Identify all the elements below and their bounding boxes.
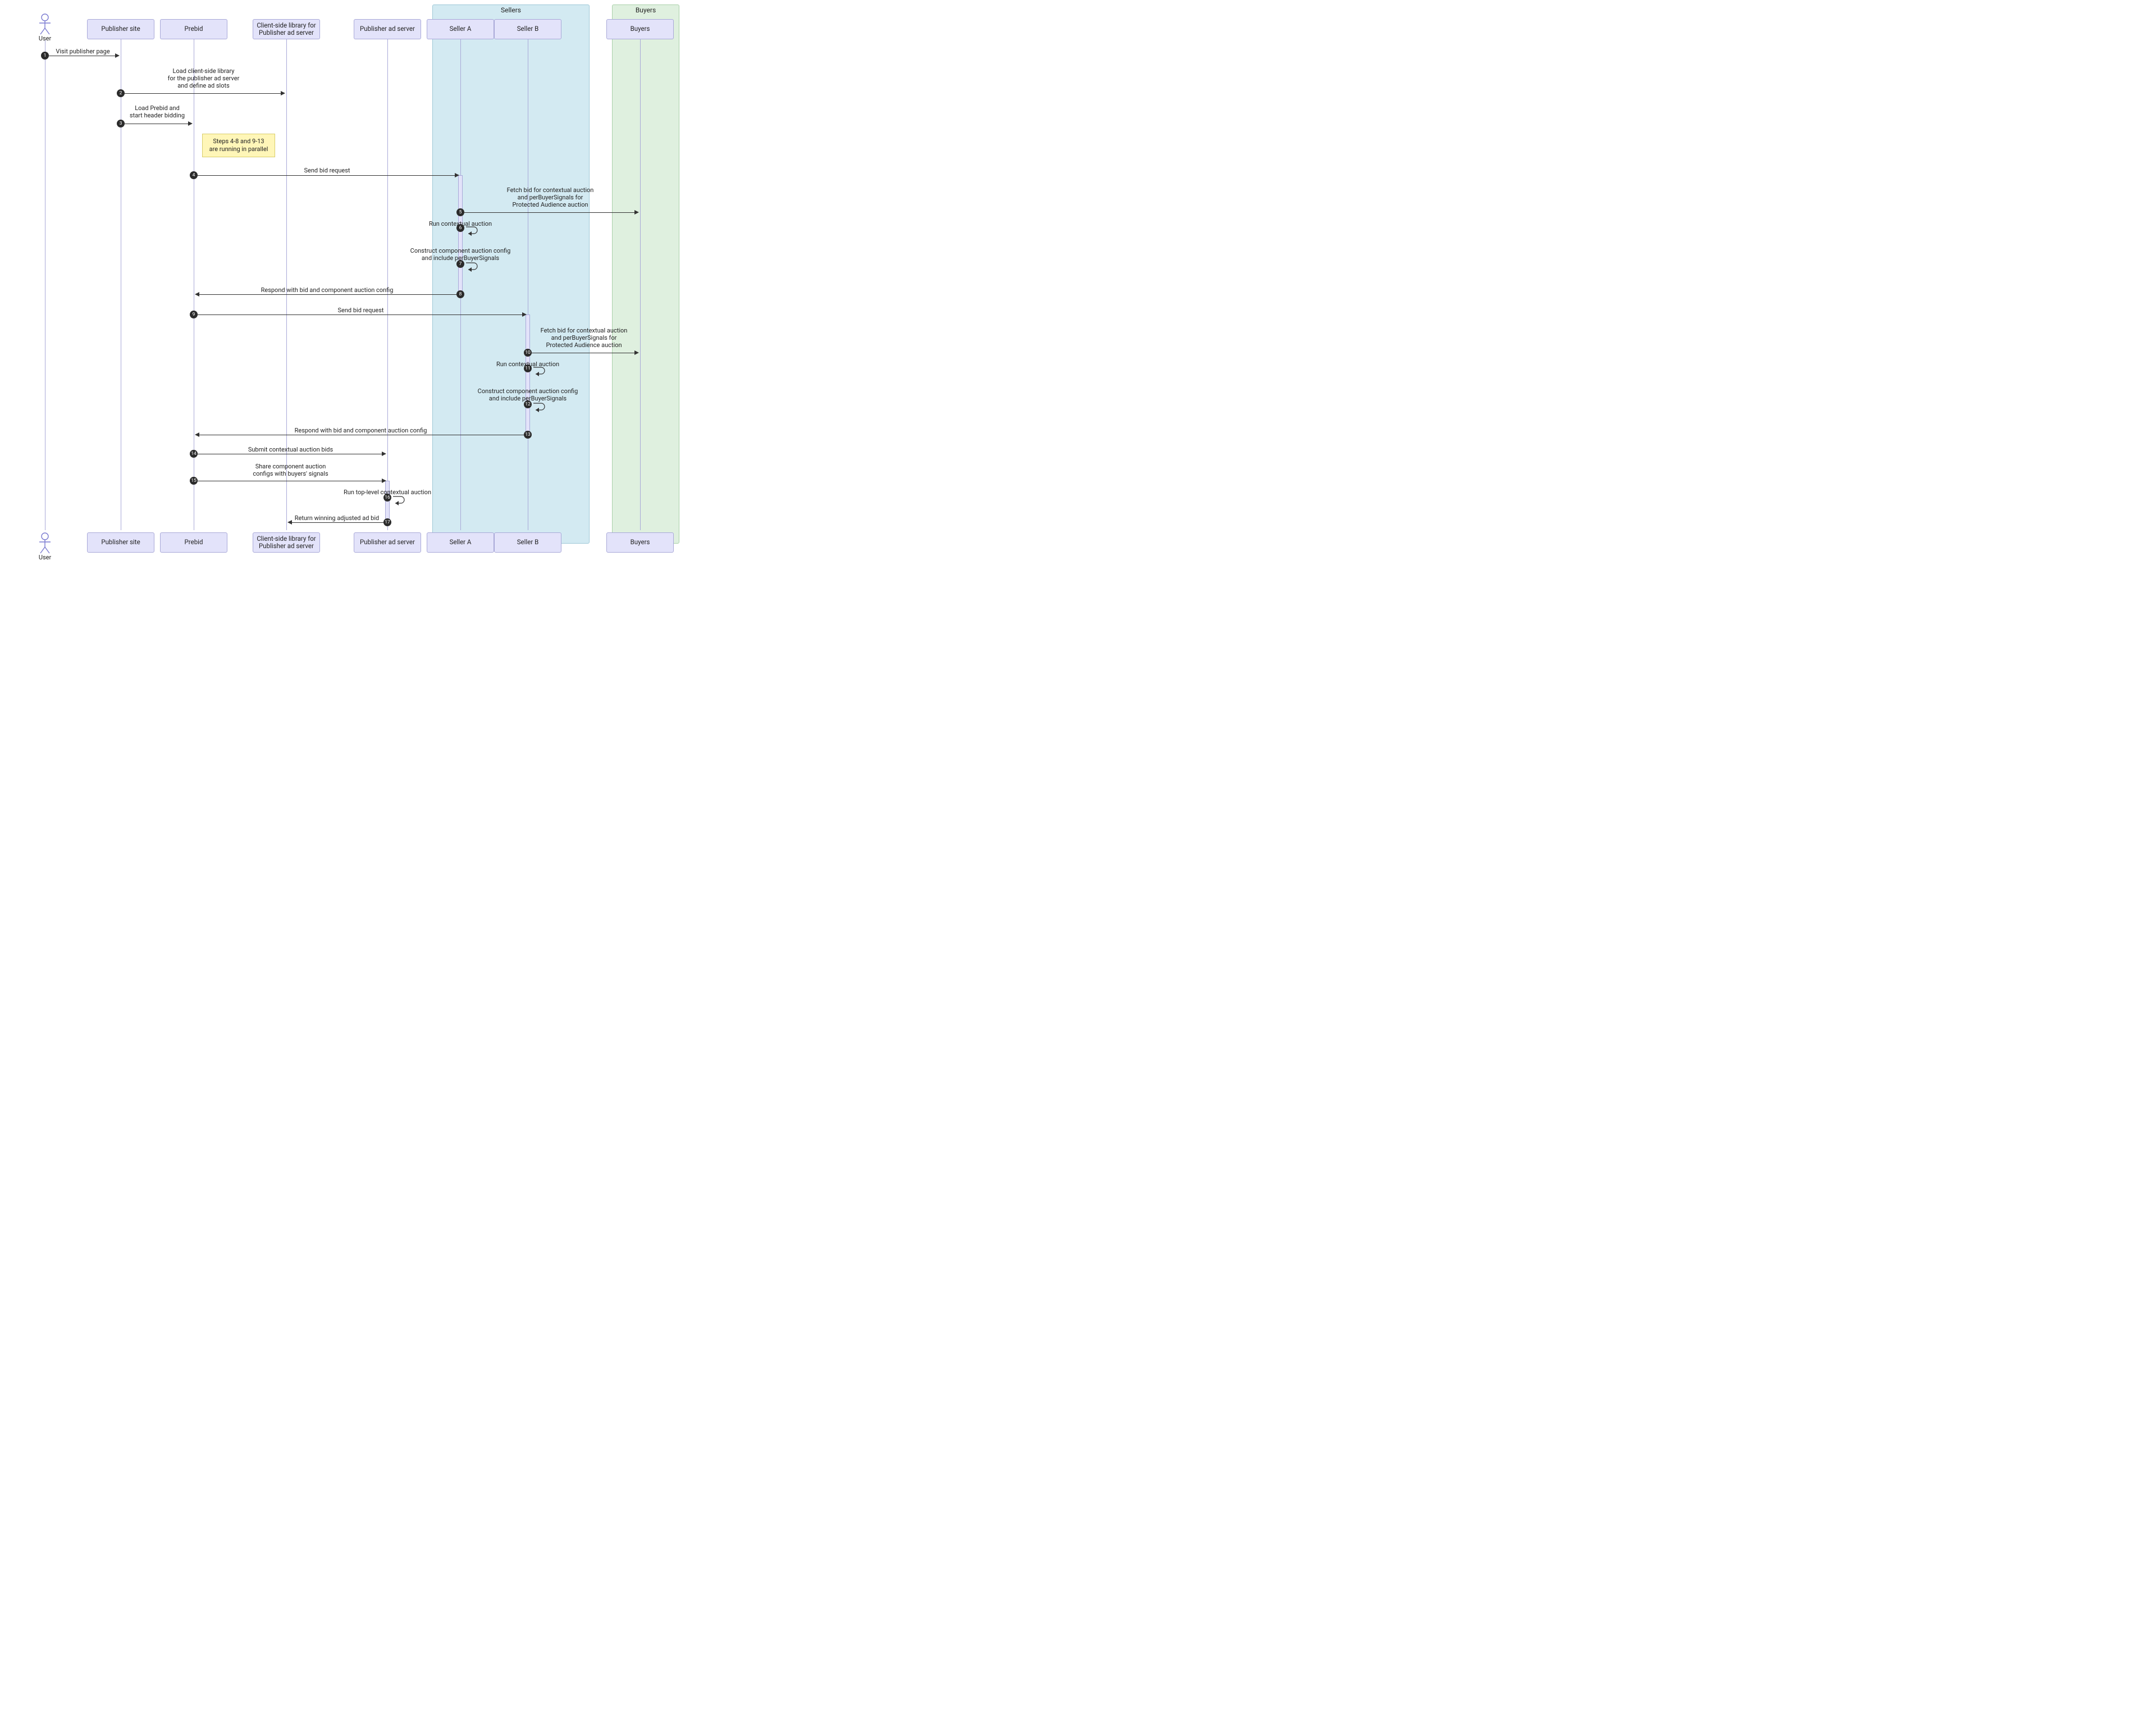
message-label-11: Run contextual auction [466,361,590,368]
participant-label-sellerb-bottom: Seller B [517,539,539,546]
arrow-head-2 [281,91,285,95]
message-arrow-5 [463,212,636,213]
participant-label-buyers_p-top: Buyers [631,25,650,33]
actor-user-top: User [34,13,56,42]
step-num-9: 9 [190,311,198,318]
participant-label-sellera-bottom: Seller A [450,539,472,546]
participant-buyers_p-bottom: Buyers [606,532,674,553]
participant-label-buyers_p-bottom: Buyers [631,539,650,546]
participant-label-clientlib-top: Client-side library for Publisher ad ser… [257,22,316,37]
lifeline-buyers_p [640,39,641,530]
step-num-14: 14 [190,450,198,458]
participant-adserver-bottom: Publisher ad server [354,532,421,553]
lifeline-clientlib [286,39,287,530]
participant-label-sellerb-top: Seller B [517,25,539,33]
arrow-head-14 [382,452,386,456]
message-label-9: Send bid request [271,307,451,314]
group-buyers: Buyers [612,4,679,544]
participant-prebid-bottom: Prebid [160,532,227,553]
participant-publisher-top: Publisher site [87,19,154,39]
message-label-6: Run contextual auction [399,220,522,227]
step-num-10: 10 [524,349,532,357]
step-num-2: 2 [117,89,125,97]
group-sellers: Sellers [432,4,590,544]
message-label-4: Send bid request [237,167,417,174]
participant-label-publisher-top: Publisher site [101,25,140,33]
participant-clientlib-top: Client-side library for Publisher ad ser… [253,19,320,39]
participant-label-prebid-bottom: Prebid [185,539,203,546]
participant-clientlib-bottom: Client-side library for Publisher ad ser… [253,532,320,553]
message-label-8: Respond with bid and component auction c… [237,286,417,294]
participant-label-sellera-top: Seller A [450,25,472,33]
actor-label-user-top: User [34,35,56,42]
message-label-7: Construct component auction config and i… [399,247,522,262]
message-label-13: Respond with bid and component auction c… [271,427,451,434]
step-num-8: 8 [456,290,464,298]
participant-label-clientlib-bottom: Client-side library for Publisher ad ser… [257,535,316,550]
participant-label-publisher-bottom: Publisher site [101,539,140,546]
step-num-5: 5 [456,208,464,216]
lifeline-adserver [387,39,388,530]
arrow-head-4 [455,173,459,177]
arrow-head-15 [382,478,386,483]
sequence-diagram: Sellers Buyers User Publisher site Prebid Cli… [0,0,696,562]
message-label-5: Fetch bid for contextual auction and per… [460,186,640,209]
participant-label-prebid-top: Prebid [185,25,203,33]
message-label-2: Load client-side library for the publish… [114,67,294,90]
actor-label-user-bottom: User [34,554,56,561]
group-title-buyers: Buyers [613,5,679,15]
participant-label-adserver-top: Publisher ad server [360,25,415,33]
parallel-note: Steps 4-8 and 9-13 are running in parall… [202,134,275,157]
arrow-head-13 [195,432,199,437]
message-label-15: Share component auction configs with buy… [201,463,381,477]
message-label-17: Return winning adjusted ad bid [247,514,427,522]
group-title-sellers: Sellers [433,5,589,15]
participant-adserver-top: Publisher ad server [354,19,421,39]
self-message-16 [391,495,406,509]
arrow-head-9 [522,312,527,317]
self-message-7 [464,261,479,275]
arrow-head-8 [195,292,199,297]
message-arrow-8 [198,294,458,295]
actor-user-bottom: User [34,532,56,561]
arrow-head-5 [634,210,639,215]
message-label-10: Fetch bid for contextual auction and per… [494,327,674,349]
message-arrow-2 [123,93,282,94]
participant-label-adserver-bottom: Publisher ad server [360,539,415,546]
self-message-12 [531,402,547,416]
participant-publisher-bottom: Publisher site [87,532,154,553]
message-arrow-17 [291,522,385,523]
message-label-14: Submit contextual auction bids [201,446,381,453]
participant-buyers_p-top: Buyers [606,19,674,39]
step-num-15: 15 [190,477,198,485]
participant-prebid-top: Prebid [160,19,227,39]
step-num-13: 13 [524,431,532,439]
participant-sellerb-bottom: Seller B [494,532,561,553]
message-label-1: Visit publisher page [0,48,173,55]
arrow-head-3 [188,121,193,126]
participant-sellera-top: Seller A [427,19,494,39]
arrow-head-10 [634,350,639,355]
participant-sellera-bottom: Seller A [427,532,494,553]
step-num-4: 4 [190,171,198,179]
message-label-16: Run top-level contextual auction [326,489,449,496]
step-num-3: 3 [117,120,125,127]
message-arrow-4 [196,175,456,176]
participant-sellerb-top: Seller B [494,19,561,39]
message-label-12: Construct component auction config and i… [466,388,590,402]
message-label-3: Load Prebid and start header bidding [67,104,247,119]
